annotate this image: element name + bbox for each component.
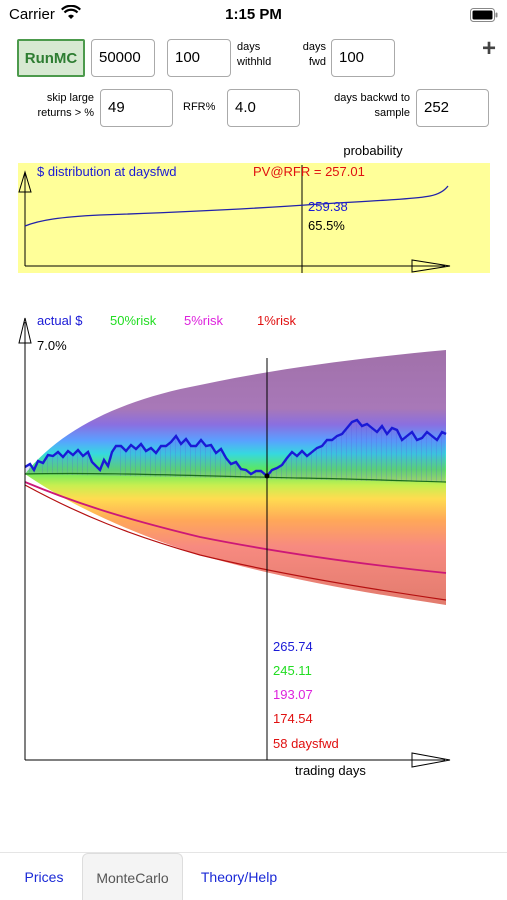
pv-rfr-text: PV@RFR = 257.01 xyxy=(253,164,365,179)
risk1-curve xyxy=(24,484,447,601)
status-bar: Carrier 1:15 PM xyxy=(0,0,507,30)
mc-y-arrow xyxy=(18,317,32,344)
value-actual: 265.74 xyxy=(273,639,313,654)
value-1-risk: 174.54 xyxy=(273,711,313,726)
tab-montecarlo[interactable]: MonteCarlo xyxy=(82,853,183,900)
skip-field[interactable]: 49 xyxy=(100,89,173,127)
days-fwd-label-line1: days xyxy=(302,41,326,53)
distribution-y-arrow xyxy=(18,170,32,193)
legend-50-risk: 50%risk xyxy=(110,313,157,328)
distribution-chart: probability $ distribution at daysfwd PV… xyxy=(18,143,490,273)
skip-label: skip large returns > % xyxy=(16,91,94,121)
distribution-title: $ distribution at daysfwd xyxy=(37,164,176,179)
yield-text: 7.0% xyxy=(37,338,67,353)
mc-x-arrow xyxy=(411,752,451,768)
backwd-label-line1: days backwd to xyxy=(334,92,410,104)
days-fwd-label: days fwd xyxy=(284,40,326,70)
x-axis-label: trading days xyxy=(295,763,366,778)
distribution-curve xyxy=(24,185,449,227)
days-withheld-field[interactable]: 100 xyxy=(167,39,231,77)
legend-1-risk: 1%risk xyxy=(257,313,297,328)
legend-actual: actual $ xyxy=(37,313,83,328)
legend-5-risk: 5%risk xyxy=(184,313,224,328)
days-fwd-field[interactable]: 100 xyxy=(331,39,395,77)
tab-prices[interactable]: Prices xyxy=(24,869,64,885)
days-withheld-label-line1: days xyxy=(237,41,261,53)
value-5-risk: 193.07 xyxy=(273,687,313,702)
mc-cursor-point xyxy=(264,473,270,479)
skip-label-line1: skip large xyxy=(46,92,94,104)
carrier-label: Carrier xyxy=(9,6,55,23)
distribution-value: 259.38 xyxy=(308,199,348,214)
distribution-percent: 65.5% xyxy=(308,218,345,233)
rfr-label: RFR% xyxy=(183,101,216,113)
days-withheld-label-line2: withhld xyxy=(237,56,272,68)
days-withheld-label: days withhld xyxy=(237,40,271,70)
value-50-risk: 245.11 xyxy=(273,663,312,678)
run-mc-button[interactable]: RunMC xyxy=(17,39,85,77)
battery-icon xyxy=(470,8,498,22)
skip-label-line2: returns > % xyxy=(37,107,94,119)
tab-theory-help[interactable]: Theory/Help xyxy=(200,869,278,885)
status-time: 1:15 PM xyxy=(225,6,282,23)
backwd-label-line2: sample xyxy=(374,107,410,119)
montecarlo-chart: actual $ 50%risk 5%risk 1%risk 7.0% 265.… xyxy=(18,313,451,778)
wifi-icon xyxy=(61,5,81,19)
distribution-x-arrow xyxy=(411,259,451,273)
distribution-background xyxy=(18,163,490,273)
amount-field[interactable]: 50000 xyxy=(91,39,155,77)
daysfwd-text: 58 daysfwd xyxy=(273,736,339,751)
tab-bar: Prices MonteCarlo Theory/Help xyxy=(0,852,507,900)
add-button[interactable]: + xyxy=(482,35,497,62)
actual-price-line xyxy=(24,418,447,478)
risk5-curve xyxy=(24,481,447,574)
risk50-curve xyxy=(24,472,447,483)
rfr-field[interactable]: 4.0 xyxy=(227,89,300,127)
backwd-label: days backwd to sample xyxy=(318,91,410,121)
days-fwd-label-line2: fwd xyxy=(308,56,326,68)
probability-label: probability xyxy=(343,143,403,158)
actual-fill-lines xyxy=(24,420,445,483)
backwd-field[interactable]: 252 xyxy=(416,89,489,127)
